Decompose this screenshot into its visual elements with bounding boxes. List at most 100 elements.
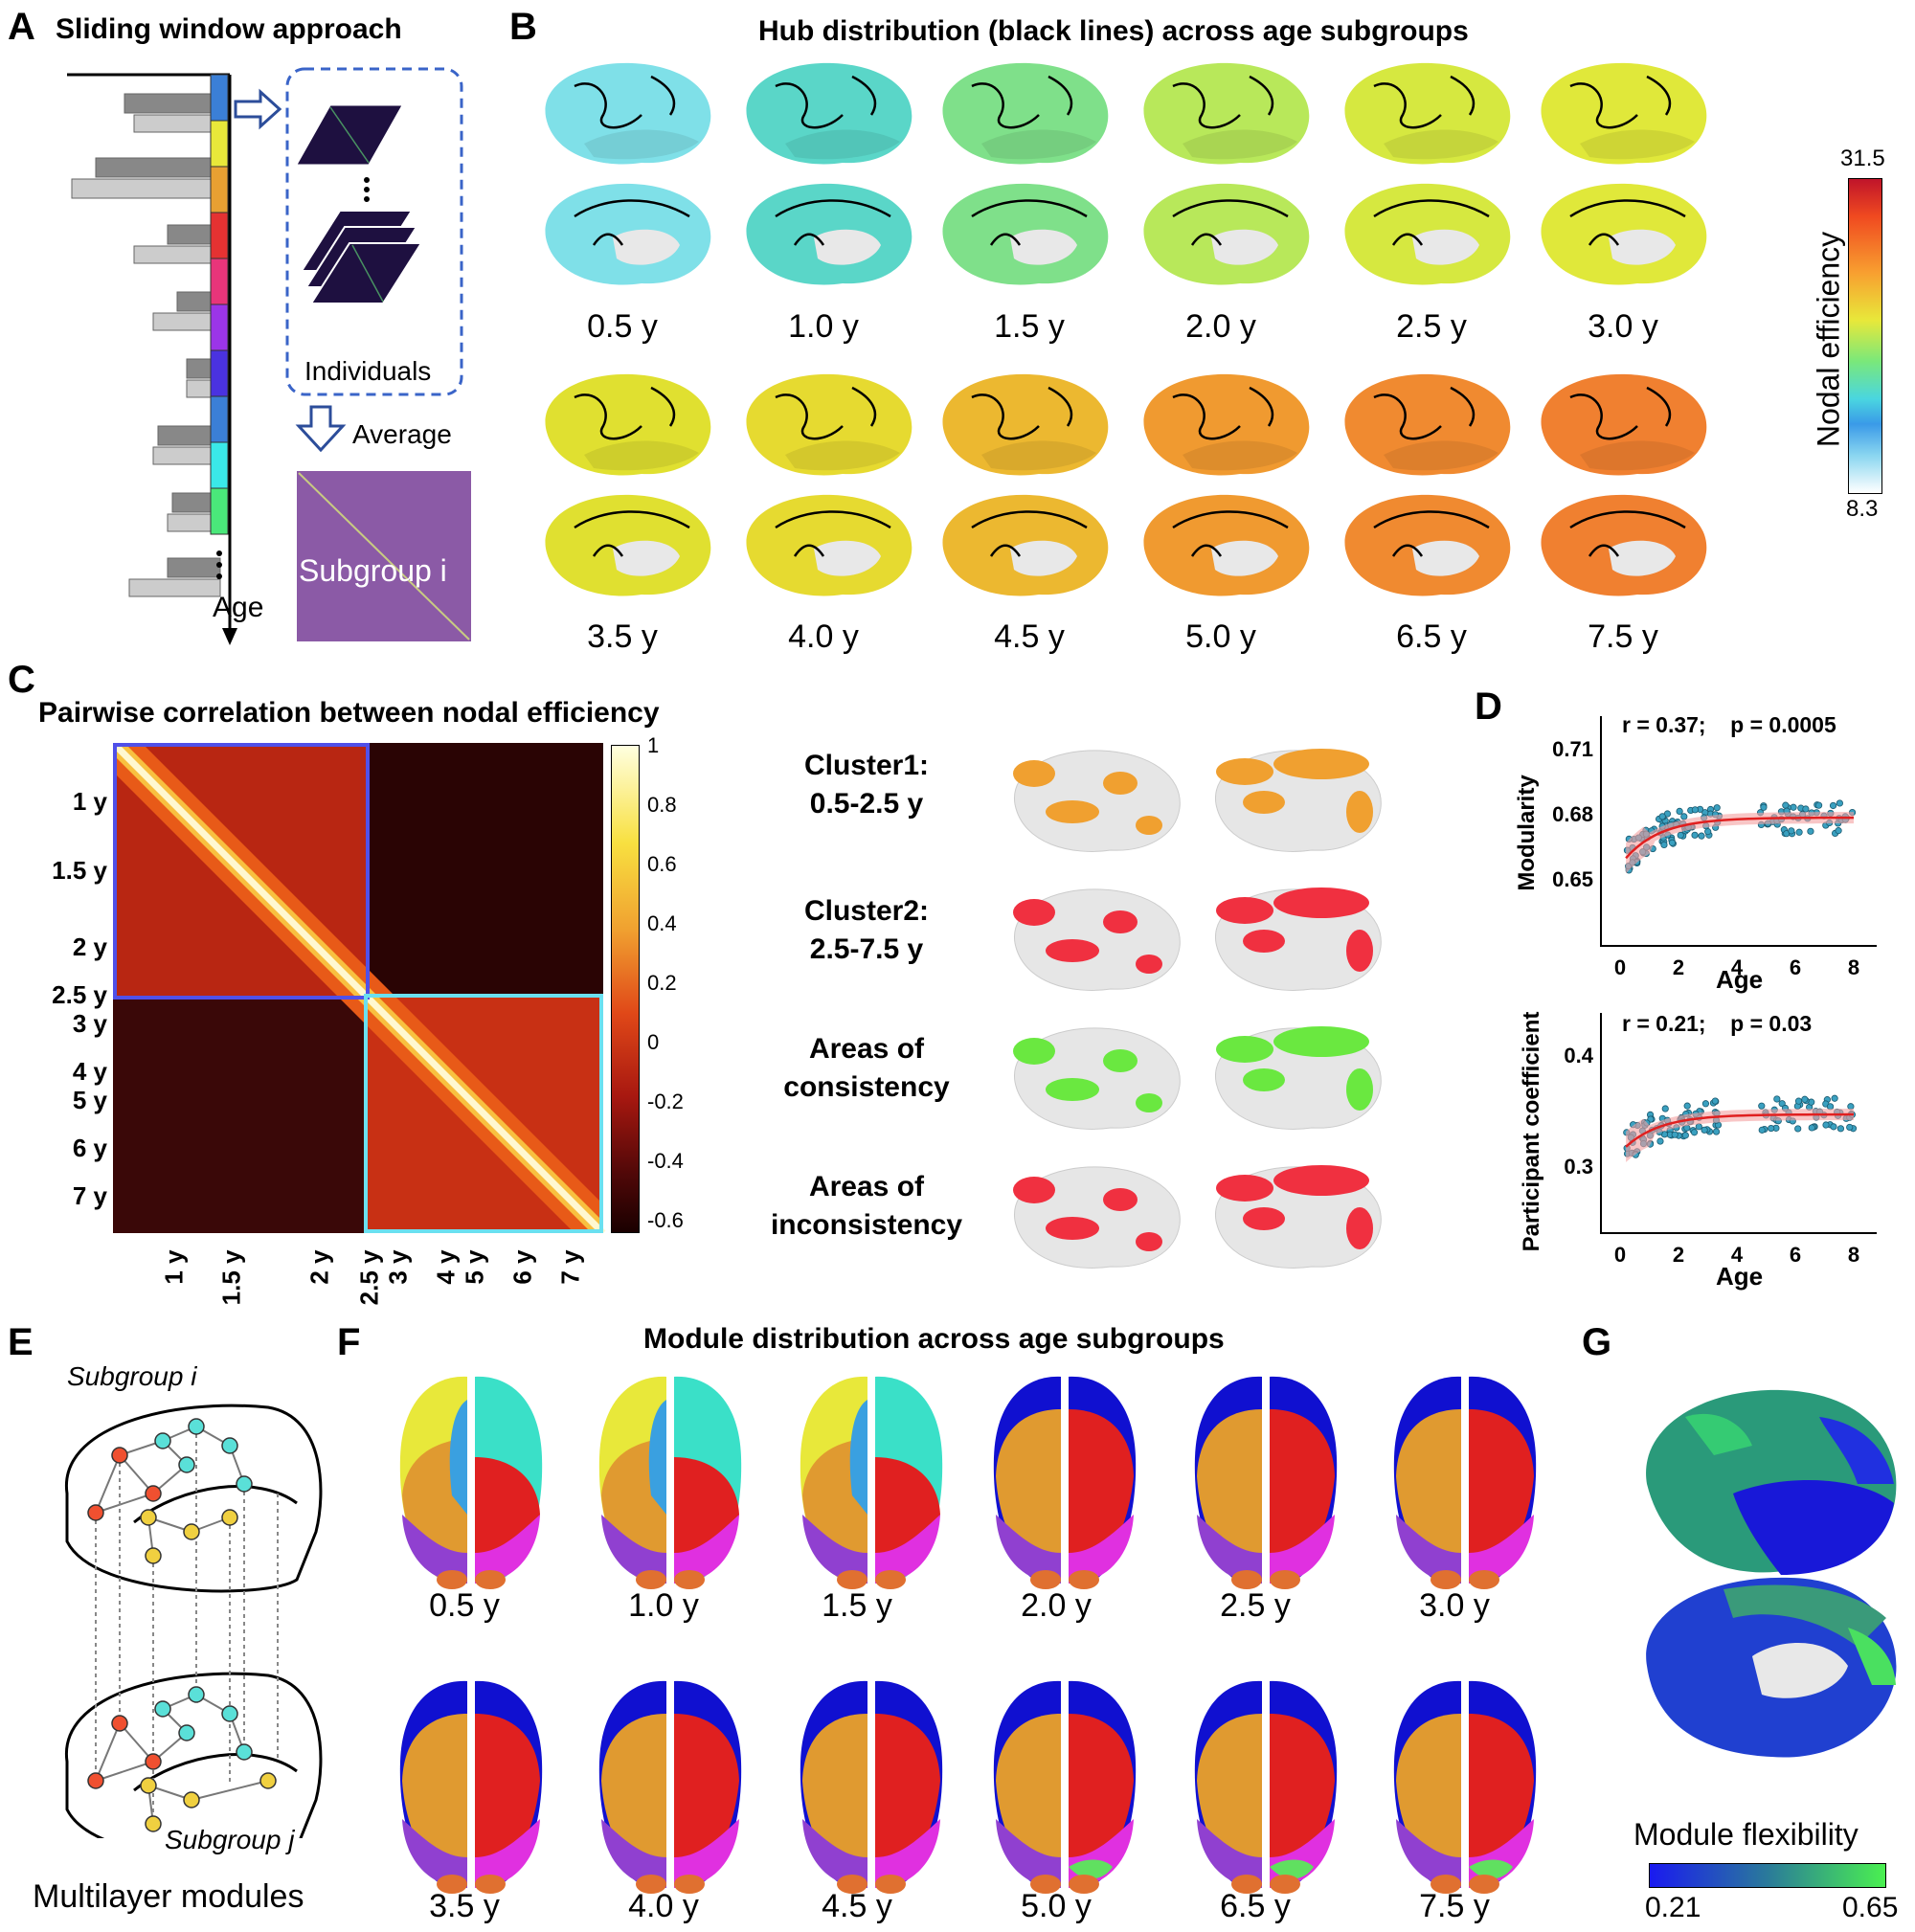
age-axis-label: Age [213, 592, 264, 623]
correlation-colorbar-tick: 0.4 [647, 911, 677, 935]
matrix-x-tick: 2.5 y [354, 1249, 384, 1306]
module-flexibility-label: Module flexibility [1633, 1817, 1859, 1852]
medial-brain-hub-11 [1532, 489, 1714, 607]
scatter-y-tick: 0.71 [1552, 737, 1593, 761]
scatter-point [1829, 801, 1837, 810]
scatter-y-tick: 0.68 [1552, 802, 1593, 826]
matrix-x-tick: 3 y [383, 1249, 413, 1285]
lateral-cluster-brain-2 [1013, 1027, 1181, 1130]
panel-b-title: Hub distribution (black lines) across ag… [758, 15, 1469, 47]
matrix-x-tick: 6 y [507, 1249, 537, 1285]
scatter-point [1794, 1097, 1803, 1105]
scatter-point [1760, 803, 1768, 811]
scatter-point [1701, 1100, 1710, 1108]
module-flexibility-min: 0.21 [1645, 1892, 1701, 1923]
scatter-y-tick: 0.4 [1564, 1044, 1593, 1067]
lateral-brain-hub-10 [1336, 369, 1518, 486]
lateral-brain-hub-7 [737, 369, 919, 486]
module-age-label: 5.0 y [1021, 1888, 1092, 1924]
matrix-y-tick: 1.5 y [52, 856, 107, 885]
correlation-matrix [113, 743, 606, 1233]
module-flexibility-colorbar [1649, 1863, 1886, 1888]
fit-line [1625, 1112, 1855, 1148]
correlation-colorbar-tick: -0.4 [647, 1149, 684, 1173]
window-color-column [210, 74, 229, 535]
inconsistency-label: Areas of inconsistency [770, 1171, 963, 1241]
scatter-x-tick: 4 [1731, 955, 1744, 979]
participant-ylabel: Participant coefficient [1519, 1011, 1544, 1252]
dorsal-module-brain-3 [993, 1376, 1137, 1589]
lateral-brain-hub-4 [1336, 57, 1518, 175]
dorsal-module-brain-8 [800, 1680, 943, 1894]
scatter-point [1795, 828, 1803, 836]
scatter-y-tick: 0.3 [1564, 1155, 1593, 1179]
scatter-x-tick: 4 [1731, 1243, 1744, 1267]
matrix-y-tick: 1 y [72, 787, 107, 816]
dorsal-module-brain-6 [399, 1680, 543, 1894]
hub-age-label: 6.5 y [1396, 618, 1467, 655]
dorsal-module-brain-7 [598, 1680, 742, 1894]
panel-label-e: E [8, 1321, 34, 1363]
matrix-y-tick: 3 y [72, 1009, 107, 1038]
multilayer-diagram [65, 1404, 323, 1838]
nodal-efficiency-min: 8.3 [1846, 496, 1879, 522]
scatter-point [1822, 1121, 1830, 1129]
scatter-point [1680, 813, 1688, 820]
modularity-stat: r = 0.37; p = 0.0005 [1622, 712, 1836, 737]
scatter-point [1836, 799, 1843, 807]
nodal-efficiency-colorbar [1848, 178, 1882, 494]
consistency-label: Areas of consistency [783, 1033, 950, 1103]
module-age-label: 6.5 y [1220, 1888, 1291, 1924]
scatter-point [1802, 805, 1810, 813]
medial-brain-hub-9 [1135, 489, 1317, 607]
modularity-ylabel: Modularity [1514, 775, 1540, 891]
scatter-point [1846, 1123, 1854, 1132]
medial-brain-hub-6 [536, 489, 718, 607]
panel-f-title: Module distribution across age subgroups [643, 1323, 1225, 1355]
module-age-label: 4.0 y [628, 1888, 699, 1924]
matrix-y-tick: 5 y [72, 1086, 107, 1114]
matrix-y-tick: 6 y [72, 1134, 107, 1162]
module-age-label: 1.0 y [628, 1587, 699, 1624]
dorsal-module-brain-5 [1393, 1376, 1537, 1589]
individuals-label: Individuals [304, 356, 432, 386]
scatter-point [1691, 831, 1699, 839]
correlation-colorbar-tick: 0 [647, 1030, 660, 1054]
medial-brain-hub-8 [934, 489, 1115, 607]
age-histogram [71, 93, 221, 597]
lateral-brain-hub-3 [1135, 57, 1317, 175]
scatter-point [1690, 1129, 1699, 1136]
lateral-cluster-brain-0 [1013, 750, 1181, 852]
scatter-point [1713, 804, 1721, 812]
scatter-point [1773, 1095, 1781, 1103]
panel-label-d: D [1475, 685, 1502, 728]
scatter-point [1814, 801, 1823, 809]
correlation-colorbar-tick: -0.2 [647, 1090, 684, 1113]
medial-brain-hub-5 [1532, 178, 1714, 296]
hub-age-label: 2.0 y [1185, 308, 1256, 345]
scatter-point [1847, 1103, 1855, 1111]
scatter-point [1683, 1102, 1691, 1110]
scatter-point [1660, 841, 1668, 849]
correlation-colorbar-tick: 1 [647, 733, 660, 757]
medial-brain-hub-10 [1336, 489, 1518, 607]
module-age-label: 2.5 y [1220, 1587, 1291, 1624]
scatter-point [1671, 1131, 1678, 1138]
scatter-x-tick: 0 [1614, 955, 1626, 979]
subgroup-j-title: Subgroup j [165, 1825, 295, 1854]
scatter-point [1790, 803, 1797, 811]
scatter-point [1695, 1123, 1702, 1131]
panel-c-title: Pairwise correlation between nodal effic… [38, 697, 660, 729]
medial-cluster-brain-2 [1215, 1026, 1382, 1130]
matrix-y-tick: 2 y [72, 932, 107, 961]
lateral-brain-hub-11 [1532, 369, 1714, 486]
dorsal-module-brain-4 [1194, 1376, 1338, 1589]
hub-age-label: 2.5 y [1396, 308, 1467, 345]
panel-label-c: C [8, 659, 35, 701]
lateral-brain-hub-6 [536, 369, 718, 486]
scatter-point [1711, 1097, 1719, 1105]
scatter-point [1836, 1125, 1845, 1133]
module-age-label: 7.5 y [1419, 1888, 1490, 1924]
matrix-y-tick: 2.5 y [52, 980, 107, 1009]
average-label: Average [352, 419, 452, 449]
